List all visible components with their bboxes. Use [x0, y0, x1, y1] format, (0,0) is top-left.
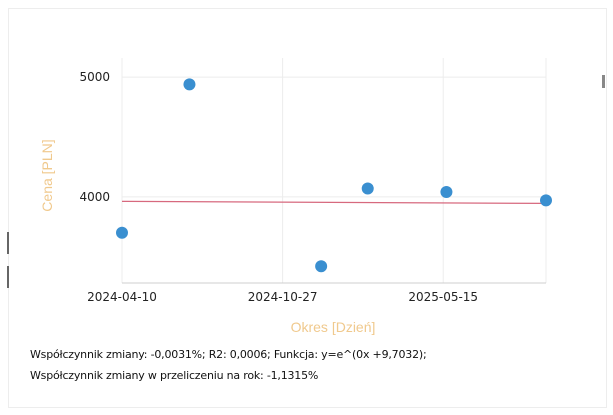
data-point	[440, 186, 453, 199]
stats-line-annual-change: Współczynnik zmiany w przeliczeniu na ro…	[30, 369, 319, 382]
grid	[121, 58, 547, 283]
right-edge-mark	[602, 75, 605, 88]
data-point	[361, 182, 374, 195]
y-tick-label: 5000	[79, 70, 110, 84]
x-axis-title: Okres [Dzień]	[291, 319, 376, 335]
y-tick-labels: 4000 5000	[79, 70, 110, 204]
data-point	[183, 78, 196, 91]
x-tick-labels: 2024-04-10 2024-10-27 2025-05-15	[87, 290, 478, 304]
y-tick-label: 4000	[79, 190, 110, 204]
chart-frame	[8, 8, 607, 408]
data-point	[315, 260, 328, 273]
trend-line	[121, 200, 547, 205]
stats-line-change-coefficient: Współczynnik zmiany: -0,0031%; R2: 0,000…	[30, 348, 427, 361]
y-axis-title: Cena [PLN]	[39, 139, 55, 211]
x-tick-label: 2025-05-15	[408, 290, 478, 304]
left-edge-mark	[7, 266, 9, 288]
data-point	[540, 194, 552, 207]
left-edge-mark	[7, 232, 9, 254]
data-point	[116, 226, 128, 239]
data-points	[116, 78, 552, 273]
x-tick-label: 2024-04-10	[87, 290, 157, 304]
x-tick-label: 2024-10-27	[248, 290, 318, 304]
